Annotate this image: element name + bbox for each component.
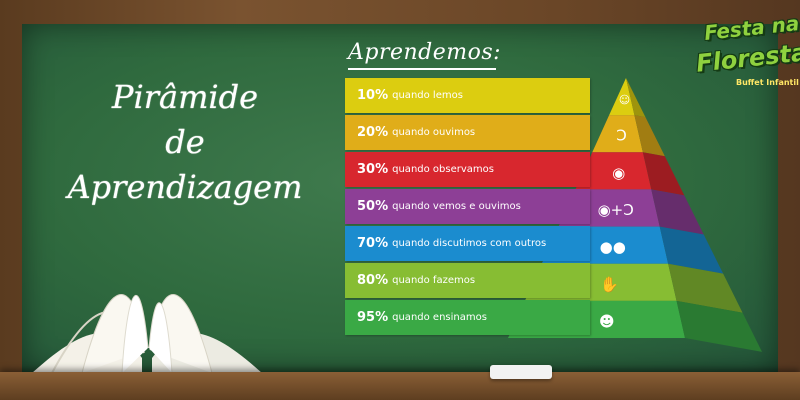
pyramid-level-bar: 70% quando discutimos com outros [345,226,590,261]
pyramid-band-front [592,115,643,153]
level-label: quando vemos e ouvimos [392,201,521,212]
pyramid-band-side [642,152,685,196]
pyramid-band-side [651,189,704,235]
pyramid-level-bar: 95% quando ensinamos [345,300,590,335]
hand-icon: ✋ [600,275,619,293]
pyramid-level-bar: 30% quando observamos [345,152,590,187]
ear-icon: Ɔ [616,127,627,145]
brand-logo: Festa na Floresta Buffet Infantil [690,11,800,92]
title-line-3: Aprendizagem [67,168,303,206]
pyramid-band-side [668,263,743,313]
svg-text:✋: ✋ [600,275,619,293]
section-heading: Aprendemos: [348,40,502,65]
pyramid-level-bar: 50% quando vemos e ouvimos [345,189,590,224]
page-title: Pirâmide de Aprendizagem [50,75,320,210]
svg-text:☺: ☺ [619,94,630,107]
title-line-2: de [165,123,205,161]
pyramid-band-side [676,300,762,352]
level-percentage: 20% [357,125,389,140]
level-percentage: 10% [357,88,389,103]
level-percentage: 50% [357,199,389,214]
pyramid-band-side [626,78,646,118]
eraser [490,365,552,379]
svg-text:◉+Ɔ: ◉+Ɔ [598,201,634,219]
eye-plus-ear-icon: ◉+Ɔ [598,201,634,219]
svg-text:●●: ●● [600,238,626,256]
level-percentage: 70% [357,236,389,251]
level-label: quando discutimos com outros [392,238,547,249]
level-percentage: 95% [357,310,389,325]
svg-text:◉: ◉ [612,164,625,182]
pyramid-band-side [634,115,665,157]
heading-underline [348,68,496,70]
level-label: quando ensinamos [392,312,487,323]
pyramid-level-bar: 10% quando lemos [345,78,590,113]
eye-icon: ◉ [612,164,625,182]
chalk-tray [0,372,800,400]
logo-subtitle: Buffet Infantil [736,78,799,87]
pyramid-band-front [575,152,652,190]
level-percentage: 80% [357,273,389,288]
pyramid-band-front [609,78,635,116]
pyramid-band-side [659,226,724,274]
open-book-icon [32,294,262,373]
teacher-icon: ☻ [599,312,615,330]
svg-text:☻: ☻ [599,312,615,330]
level-percentage: 30% [357,162,389,177]
level-label: quando ouvimos [392,127,476,138]
level-label: quando observamos [392,164,494,175]
pyramid-level-bar: 80% quando fazemos [345,263,590,298]
reading-person-icon: ☺ [619,94,630,107]
title-line-1: Pirâmide [111,78,259,116]
discussion-icon: ●● [600,238,626,256]
level-label: quando lemos [392,90,463,101]
pyramid-level-bar: 20% quando ouvimos [345,115,590,150]
level-label: quando fazemos [392,275,476,286]
svg-text:Ɔ: Ɔ [616,127,627,145]
